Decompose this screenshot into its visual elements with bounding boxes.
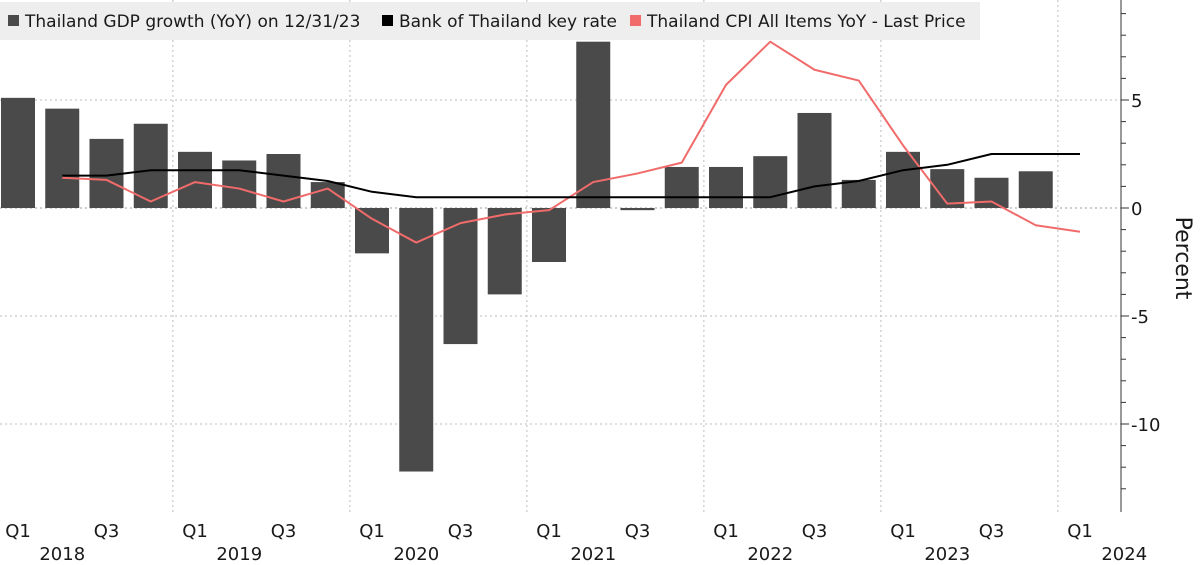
legend-swatch-gdp [8, 15, 19, 26]
gdp-bar [310, 182, 345, 208]
x-tick-quarter: Q1 [5, 521, 31, 542]
legend-label-cpi: Thailand CPI All Items YoY - Last Price [646, 12, 966, 32]
y-tick-label: -10 [1131, 415, 1160, 436]
y-axis-title: Percent [1170, 217, 1195, 300]
gdp-bar [797, 112, 832, 208]
gdp-bar [222, 160, 257, 208]
legend-label-rate: Bank of Thailand key rate [399, 12, 617, 32]
gdp-bar [532, 208, 566, 262]
x-tick-quarter: Q1 [890, 521, 916, 542]
x-tick-year: 2024 [1101, 544, 1147, 565]
legend-background [0, 2, 980, 40]
gdp-bar [178, 151, 212, 208]
gdp-bar [1, 97, 35, 208]
gdp-bar [45, 108, 80, 208]
x-tick-year: 2023 [924, 544, 970, 565]
x-tick-quarter: Q1 [359, 521, 385, 542]
legend-swatch-rate [382, 15, 393, 26]
x-tick-year: 2022 [747, 544, 793, 565]
gdp-bar [974, 177, 1009, 208]
gdp-bar [266, 154, 301, 208]
cpi-line [62, 40, 1081, 244]
x-tick-quarter: Q3 [802, 521, 828, 542]
x-tick-quarter: Q3 [979, 521, 1005, 542]
legend: Thailand GDP growth (YoY) on 12/31/23 Ban… [0, 2, 980, 40]
x-tick-quarter: Q3 [625, 521, 651, 542]
x-tick-quarter: Q1 [1067, 521, 1093, 542]
x-tick-quarter: Q3 [271, 521, 297, 542]
series-lines [62, 40, 1081, 244]
x-tick-year: 2021 [570, 544, 616, 565]
x-tick-quarter: Q1 [182, 521, 208, 542]
x-tick-quarter: Q1 [536, 521, 562, 542]
gdp-bar [399, 208, 434, 472]
gdp-bar [841, 179, 876, 208]
x-tick-quarter: Q3 [448, 521, 474, 542]
x-tick-year: 2019 [216, 544, 262, 565]
gdp-bar [443, 208, 478, 345]
legend-swatch-cpi [630, 15, 641, 26]
key-rate-line [62, 153, 1080, 199]
y-axis: 5 0 -5 -10 [1120, 0, 1160, 512]
x-axis: Q1 2018 Q3 Q1 2019 Q3 Q1 2020 Q3 Q1 2021 Q3 Q1 2022 Q3… [5, 521, 1147, 565]
gdp-bar [487, 208, 522, 295]
gdp-bar [709, 166, 743, 208]
gdp-bar [753, 156, 788, 208]
gdp-bar [133, 123, 168, 208]
x-tick-quarter: Q3 [94, 521, 120, 542]
legend-label-gdp: Thailand GDP growth (YoY) on 12/31/23 [24, 12, 360, 32]
x-tick-year: 2018 [39, 544, 85, 565]
gdp-bar [664, 166, 699, 208]
gdp-bar [620, 208, 655, 211]
x-tick-quarter: Q1 [713, 521, 739, 542]
y-tick-label: 5 [1131, 91, 1142, 112]
x-tick-year: 2020 [393, 544, 439, 565]
y-tick-label: 0 [1131, 199, 1142, 220]
gdp-bar [1018, 171, 1053, 208]
gdp-bars [1, 41, 1053, 472]
y-tick-label: -5 [1131, 307, 1149, 328]
gdp-bar [355, 208, 389, 254]
